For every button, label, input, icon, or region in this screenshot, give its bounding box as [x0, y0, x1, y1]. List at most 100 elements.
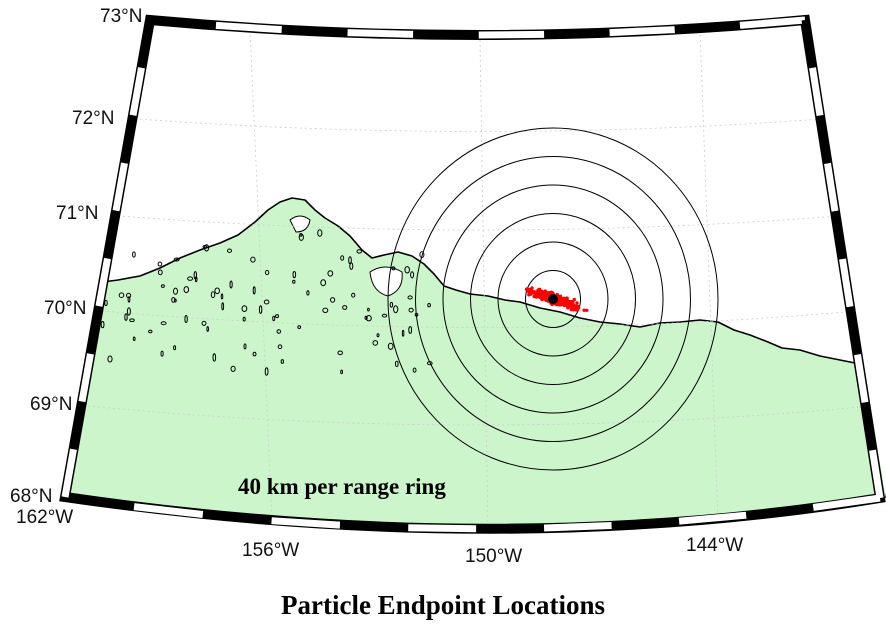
frame-segment [678, 511, 747, 525]
small-lake [194, 276, 198, 283]
particle [558, 294, 563, 298]
small-lake [173, 345, 177, 351]
particle [569, 307, 573, 312]
lakes [100, 229, 433, 376]
small-lake [171, 297, 176, 303]
small-lake [292, 271, 297, 279]
frame-segment [413, 30, 479, 39]
small-lake [252, 351, 257, 357]
small-lake [393, 305, 399, 314]
small-lake [401, 329, 405, 337]
graticule-line [107, 214, 853, 231]
frame-segment [816, 115, 831, 164]
small-lake [258, 305, 263, 314]
small-lake [389, 301, 394, 308]
small-lake [280, 359, 284, 364]
small-lake [408, 326, 413, 334]
particle [557, 302, 561, 306]
frame-segment [61, 448, 77, 498]
frame-segment [112, 162, 128, 212]
particle [574, 305, 579, 309]
lat-label-69: 69°N [30, 394, 72, 415]
frame-segment [854, 354, 869, 403]
frame-segment [87, 305, 103, 355]
small-lake [342, 305, 348, 310]
particle [572, 297, 576, 302]
particle [545, 293, 549, 297]
frame-segment [809, 67, 824, 117]
range-ring [497, 241, 609, 357]
frame-segment [674, 21, 741, 34]
lat-label-72: 72°N [72, 108, 114, 129]
frame-segment [478, 30, 545, 39]
frame-segment [745, 503, 814, 519]
small-lake [202, 245, 208, 249]
particle [527, 290, 531, 294]
small-lake [242, 316, 246, 322]
range-ring [387, 127, 719, 471]
lon-label-144: 144°W [686, 535, 743, 556]
small-lake [272, 315, 276, 322]
small-lake [157, 269, 163, 276]
particle [543, 289, 547, 293]
small-lake [201, 320, 207, 326]
small-lake [263, 299, 270, 305]
range-ring-annotation: 40 km per range ring [238, 474, 446, 499]
small-lake [327, 270, 334, 277]
small-lake [372, 340, 379, 346]
frame-segment [812, 494, 881, 511]
small-lake [160, 321, 167, 326]
frame-segment [281, 26, 348, 37]
small-lake [348, 256, 352, 265]
small-lake [107, 355, 113, 363]
graticule-line [699, 29, 719, 521]
land-area [65, 197, 886, 529]
frame-segment [215, 21, 283, 34]
map-frame [59, 14, 886, 534]
graticule-line [77, 404, 881, 426]
small-lake [427, 303, 431, 308]
range-ring [415, 156, 691, 442]
small-lake [264, 269, 270, 276]
frame-segment [78, 353, 94, 403]
small-lake [365, 315, 372, 322]
lon-label-162: 162°W [16, 507, 73, 528]
frame-segment [104, 210, 120, 260]
small-lake [330, 297, 336, 303]
frame-segment [869, 449, 884, 499]
small-lake [187, 276, 194, 281]
small-lake [210, 291, 216, 299]
frame-segment [831, 210, 846, 260]
small-lake [306, 290, 310, 296]
frame-segment [609, 26, 675, 37]
small-lake [243, 343, 247, 350]
small-lake [129, 318, 135, 323]
small-lake [292, 279, 296, 284]
frame-segment [801, 19, 816, 69]
frame-segment [861, 401, 876, 451]
lat-label-71: 71°N [56, 203, 98, 224]
small-lake [100, 321, 105, 329]
lon-label-150: 150°W [465, 546, 522, 567]
graticule-line [91, 309, 869, 328]
frame-segment [149, 16, 217, 29]
frame-segment [64, 493, 135, 511]
small-lake [356, 249, 363, 254]
particle [558, 297, 563, 301]
small-lake [340, 255, 345, 261]
small-lake [320, 279, 327, 287]
lat-label-73: 73°N [100, 6, 142, 27]
range-ring [442, 184, 664, 414]
particle [540, 289, 544, 294]
small-lake [391, 266, 396, 271]
small-lake [160, 284, 165, 288]
small-lake [351, 292, 356, 298]
small-lake [367, 307, 370, 312]
graticule-line [249, 29, 273, 521]
small-lake [132, 336, 136, 342]
frame-segment [129, 67, 145, 117]
frame-segment [544, 29, 610, 38]
small-lake [227, 248, 232, 253]
small-lake [127, 296, 131, 303]
